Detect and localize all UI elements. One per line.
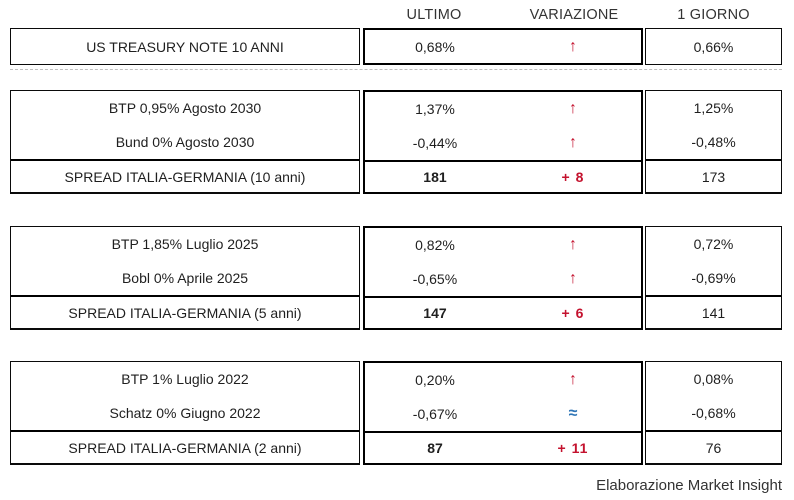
row-spread-values: 147 + 6 (365, 296, 641, 328)
ultimo-value: -0,65% (412, 271, 458, 287)
row-values: 0,82% ↑ (365, 228, 641, 262)
row-values: -0,44% ↑ (365, 126, 641, 160)
giorno-spread-value: 173 (646, 159, 781, 192)
instrument-label: Bobl 0% Aprile 2025 (121, 270, 249, 286)
giorno-column: 0,08% -0,68% 76 (645, 361, 782, 465)
row-values: 1,37% ↑ (365, 92, 641, 126)
label-column: US TREASURY NOTE 10 ANNI (10, 28, 360, 65)
up-arrow-icon: ↑ (568, 371, 577, 388)
ultimo-variazione-box: 0,82% ↑ -0,65% ↑ 147 + 6 (363, 226, 643, 330)
row-values: -0,65% ↑ (365, 262, 641, 296)
giorno-value: -0,68% (691, 405, 736, 421)
header-ultimo: ULTIMO (406, 7, 462, 23)
spread-label: SPREAD ITALIA-GERMANIA (2 anni) (11, 430, 359, 463)
giorno-column: 1,25% -0,48% 173 (645, 90, 782, 194)
table-spread-2-anni: BTP 1% Luglio 2022 Schatz 0% Giugno 2022… (10, 361, 782, 465)
spread-value: 87 (427, 440, 443, 456)
up-arrow-icon: ↑ (568, 270, 577, 287)
table-us-treasury: US TREASURY NOTE 10 ANNI 0,68% ↑ 0,66% (10, 28, 782, 65)
row-spread-values: 87 + 11 (365, 431, 641, 463)
row-values: 0,68% ↑ (365, 30, 641, 63)
spread-label: SPREAD ITALIA-GERMANIA (5 anni) (11, 295, 359, 328)
giorno-column: 0,66% (645, 28, 782, 65)
source-credit: Elaborazione Market Insight (596, 477, 782, 494)
page-break-divider (10, 69, 782, 70)
label-column: BTP 0,95% Agosto 2030 Bund 0% Agosto 203… (10, 90, 360, 194)
ultimo-variazione-box: 1,37% ↑ -0,44% ↑ 181 + 8 (363, 90, 643, 194)
up-arrow-icon: ↑ (568, 236, 577, 253)
row-values: 0,20% ↑ (365, 363, 641, 397)
row-values: -0,67% ≈ (365, 397, 641, 431)
up-arrow-icon: ↑ (568, 37, 577, 55)
table-spread-10-anni: BTP 0,95% Agosto 2030 Bund 0% Agosto 203… (10, 90, 782, 194)
spread-change: + 8 (561, 169, 585, 185)
up-arrow-icon: ↑ (568, 100, 577, 117)
instrument-label: Schatz 0% Giugno 2022 (109, 405, 261, 421)
giorno-value: 0,66% (693, 38, 734, 55)
spread-value: 147 (423, 305, 447, 321)
spread-change: + 6 (561, 305, 585, 321)
ultimo-value: -0,67% (412, 406, 458, 422)
giorno-column: 0,72% -0,69% 141 (645, 226, 782, 330)
instrument-label: BTP 0,95% Agosto 2030 (108, 100, 262, 116)
instrument-label: BTP 1% Luglio 2022 (121, 371, 249, 387)
giorno-value: -0,69% (691, 270, 736, 286)
giorno-value: -0,48% (691, 134, 736, 150)
approximately-equal-icon: ≈ (568, 405, 578, 422)
row-label: US TREASURY NOTE 10 ANNI (11, 29, 359, 64)
spread-change: + 11 (557, 440, 589, 456)
header-variazione: VARIAZIONE (529, 7, 619, 23)
spread-value: 181 (423, 169, 447, 185)
instrument-label: Bund 0% Agosto 2030 (115, 134, 255, 150)
ultimo-value: -0,44% (412, 135, 458, 151)
ultimo-value: 1,37% (415, 101, 455, 117)
spread-label: SPREAD ITALIA-GERMANIA (10 anni) (11, 159, 359, 192)
ultimo-variazione-box: 0,68% ↑ (363, 28, 643, 65)
ultimo-variazione-box: 0,20% ↑ -0,67% ≈ 87 + 11 (363, 361, 643, 465)
up-arrow-icon: ↑ (568, 134, 577, 151)
ultimo-value: 0,82% (415, 237, 455, 253)
label-column: BTP 1% Luglio 2022 Schatz 0% Giugno 2022… (10, 361, 360, 465)
ultimo-value: 0,20% (415, 372, 455, 388)
column-headers: ULTIMO VARIAZIONE 1 GIORNO (10, 5, 782, 25)
giorno-value: 0,72% (693, 236, 734, 252)
row-spread-values: 181 + 8 (365, 160, 641, 192)
giorno-value: 0,08% (693, 371, 734, 387)
giorno-spread-value: 76 (646, 430, 781, 463)
header-1-giorno: 1 GIORNO (677, 7, 750, 23)
ultimo-value: 0,68% (415, 38, 455, 55)
giorno-value: 1,25% (693, 100, 734, 116)
table-spread-5-anni: BTP 1,85% Luglio 2025 Bobl 0% Aprile 202… (10, 226, 782, 330)
giorno-spread-value: 141 (646, 295, 781, 328)
label-column: BTP 1,85% Luglio 2025 Bobl 0% Aprile 202… (10, 226, 360, 330)
instrument-label: US TREASURY NOTE 10 ANNI (86, 38, 284, 55)
instrument-label: BTP 1,85% Luglio 2025 (111, 236, 259, 252)
